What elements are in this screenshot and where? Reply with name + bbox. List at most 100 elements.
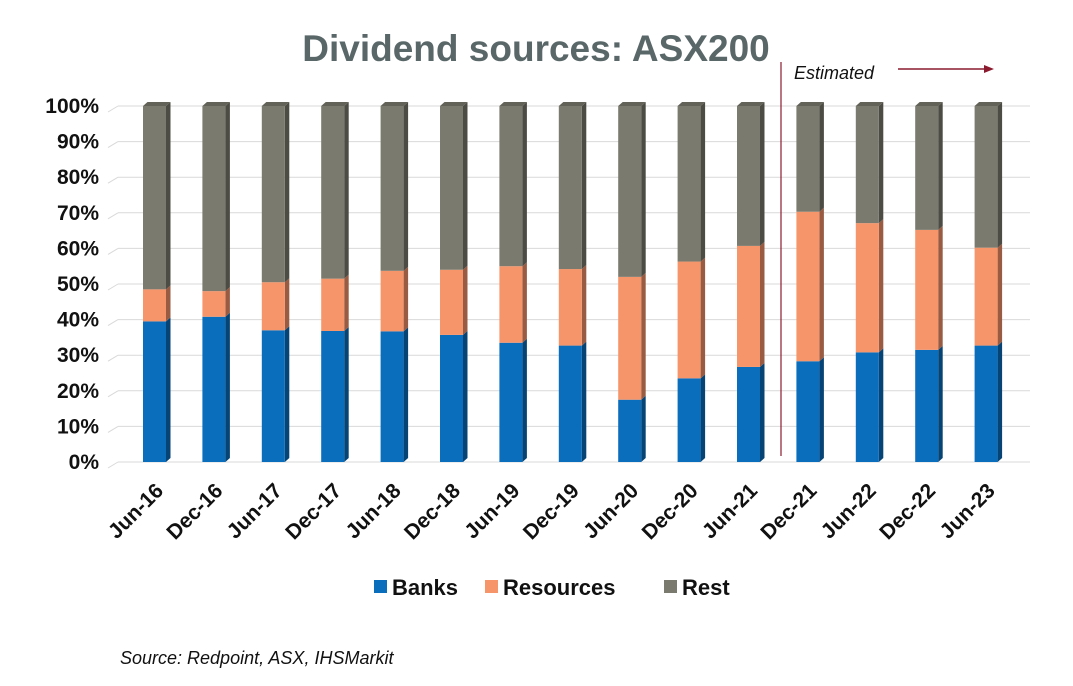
bar-side-banks (700, 374, 706, 462)
x-axis-ticks: Jun-16Dec-16Jun-17Dec-17Jun-18Dec-18Jun-… (104, 479, 1000, 544)
bar-side-rest (522, 102, 527, 267)
bar-segment-banks (737, 366, 760, 462)
x-tick-label: Dec-22 (875, 479, 940, 544)
bar-segment-resources (440, 269, 463, 335)
bar-segment-resources (618, 276, 642, 400)
y-tick-label: 30% (57, 344, 99, 367)
bar-segment-rest (558, 106, 582, 270)
y-tick-label: 100% (45, 95, 99, 118)
y-tick-label: 90% (57, 131, 99, 154)
bar-segment-resources (855, 223, 879, 353)
bar-segment-banks (558, 345, 582, 462)
x-tick-label: Dec-19 (519, 479, 584, 544)
bar-top-face (974, 102, 1003, 106)
bar-segment-banks (677, 378, 701, 462)
bar-top-face (321, 102, 349, 106)
bar-side-rest (760, 102, 765, 246)
gridline-depth (107, 247, 119, 255)
bar-side-resources (344, 274, 349, 331)
x-tick-label: Dec-21 (756, 479, 821, 544)
bar-segment-rest (440, 106, 463, 270)
bar-top-face (499, 102, 527, 106)
legend-label-resources: Resources (503, 575, 616, 600)
bar-side-banks (938, 345, 943, 462)
bar-side-resources (700, 257, 706, 379)
bar-segment-rest (677, 106, 701, 262)
bar-side-banks (225, 312, 230, 462)
bar-top-face (380, 102, 409, 106)
legend-label-rest: Rest (682, 575, 730, 600)
bar-side-resources (997, 243, 1003, 346)
bar-side-resources (166, 285, 171, 322)
y-tick-label: 80% (57, 166, 99, 189)
estimated-arrow-head-icon (984, 65, 994, 73)
legend: Banks Resources Rest (374, 575, 730, 600)
bar-side-rest (166, 102, 171, 290)
bar-side-banks (760, 362, 765, 462)
bar-group-dec-21 (796, 102, 824, 462)
gridline-depth (107, 105, 119, 113)
bar-segment-banks (321, 330, 345, 462)
y-tick-label: 50% (57, 273, 99, 296)
bar-segment-resources (737, 245, 760, 367)
bar-side-resources (760, 241, 765, 367)
gridline-depth (107, 461, 119, 469)
y-axis-ticks: 0% 10% 20% 30% 40% 50% 60% 70% 80% 90% 100% (45, 95, 99, 474)
bar-side-resources (463, 265, 468, 335)
bar-segment-resources (558, 269, 582, 346)
bar-segment-rest (974, 106, 998, 248)
bar-segment-resources (915, 229, 939, 350)
x-tick-label: Dec-16 (162, 479, 227, 544)
bar-side-banks (819, 357, 824, 462)
bar-segment-rest (796, 106, 820, 212)
bar-segment-banks (440, 334, 463, 462)
bar-group-jun-22 (855, 102, 884, 462)
bar-side-resources (878, 219, 884, 353)
bar-segment-rest (321, 106, 345, 279)
bar-side-rest (344, 102, 349, 279)
bar-segment-banks (915, 349, 939, 462)
x-tick-label: Jun-23 (936, 479, 1000, 543)
y-tick-label: 40% (57, 309, 99, 332)
bar-side-resources (225, 287, 230, 317)
y-tick-label: 60% (57, 237, 99, 260)
bar-segment-resources (974, 247, 998, 346)
bar-group-jun-16 (143, 102, 171, 462)
bar-side-banks (581, 341, 587, 462)
bar-segment-resources (677, 261, 701, 379)
bar-segment-rest (202, 106, 226, 292)
legend-label-banks: Banks (392, 575, 458, 600)
gridline-depth (107, 354, 119, 362)
bar-side-banks (878, 348, 884, 462)
bar-side-resources (284, 278, 290, 331)
bar-segment-banks (618, 399, 642, 462)
bar-group-jun-21 (737, 102, 765, 462)
bar-group-dec-20 (677, 102, 706, 462)
bar-segment-banks (261, 330, 285, 462)
bar-segment-banks (796, 361, 820, 462)
bar-segment-banks (202, 316, 226, 462)
bar-segment-banks (380, 331, 404, 462)
bar-side-rest (878, 102, 884, 224)
bar-side-rest (581, 102, 587, 270)
bar-side-banks (641, 395, 646, 462)
bar-segment-rest (261, 106, 285, 283)
bar-top-face (796, 102, 824, 106)
x-tick-label: Dec-20 (638, 479, 703, 544)
bar-segment-banks (143, 321, 166, 462)
y-tick-label: 70% (57, 202, 99, 225)
bar-group-jun-19 (499, 102, 527, 462)
x-tick-label: Jun-22 (817, 479, 881, 543)
bar-segment-banks (855, 352, 879, 462)
bar-side-banks (344, 326, 349, 462)
legend-swatch-resources (485, 580, 498, 593)
bar-side-rest (641, 102, 646, 277)
bar-segment-rest (143, 106, 166, 290)
x-tick-label: Jun-17 (223, 479, 287, 543)
bar-group-jun-17 (261, 102, 290, 462)
x-tick-label: Jun-19 (460, 479, 524, 543)
bar-top-face (618, 102, 646, 106)
bar-side-rest (997, 102, 1003, 248)
bar-side-banks (166, 317, 171, 462)
bar-top-face (677, 102, 706, 106)
